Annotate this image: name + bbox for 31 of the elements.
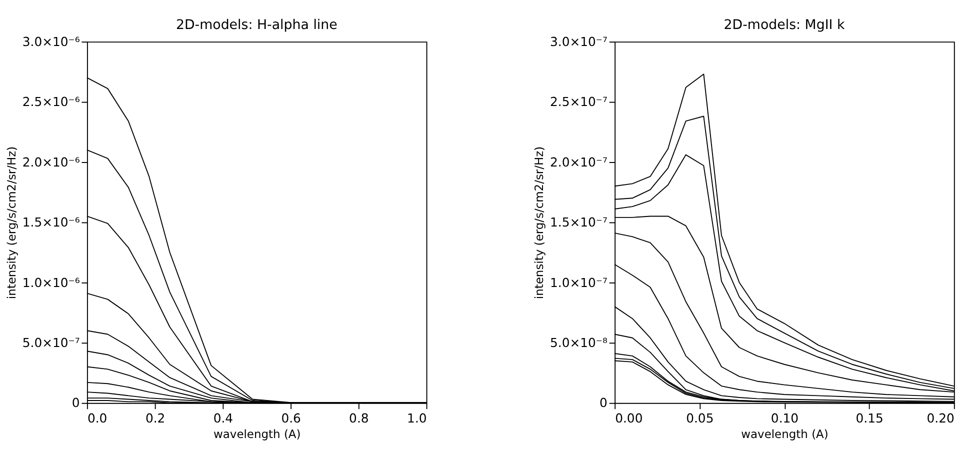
y-tick-label: 1.0×10⁻⁷ (550, 274, 608, 290)
x-tick-label: 0.10 (770, 410, 799, 426)
y-tick-label: 0 (600, 395, 608, 410)
y-tick-label: 2.0×10⁻⁷ (550, 154, 608, 170)
x-tick-label: 0.00 (615, 410, 643, 426)
y-tick-label: 1.5×10⁻⁷ (550, 214, 608, 230)
y-tick-label: 3.0×10⁻⁷ (550, 34, 608, 49)
x-tick-label: 1.0 (407, 410, 427, 426)
chart-title: 2D-models: MgII k (724, 18, 845, 34)
y-tick-label: 2.5×10⁻⁷ (550, 94, 608, 110)
x-tick-label: 0.2 (145, 410, 166, 426)
y-tick-label: 5.0×10⁻⁷ (22, 334, 80, 350)
y-axis-title: intensity (erg/s/cm2/sr/Hz) (4, 146, 19, 300)
y-tick-label: 0 (72, 395, 80, 410)
x-axis-title: wavelength (A) (213, 426, 301, 441)
y-tick-label: 5.0×10⁻⁸ (550, 334, 608, 350)
x-axis-title: wavelength (A) (741, 426, 828, 441)
x-tick-label: 0.15 (856, 410, 884, 426)
x-tick-label: 0.6 (281, 410, 302, 426)
y-tick-label: 1.5×10⁻⁶ (22, 214, 80, 230)
x-tick-label: 0.8 (349, 410, 369, 426)
x-tick-label: 0.20 (926, 410, 955, 426)
y-tick-label: 3.0×10⁻⁶ (22, 34, 80, 49)
y-tick-label: 1.0×10⁻⁶ (22, 274, 80, 290)
y-tick-label: 2.5×10⁻⁶ (22, 94, 80, 110)
x-tick-label: 0.4 (213, 410, 234, 426)
x-tick-label: 0.0 (87, 410, 108, 426)
chart-title: 2D-models: H-alpha line (176, 18, 338, 34)
y-tick-label: 2.0×10⁻⁶ (22, 154, 80, 170)
y-axis-title: intensity (erg/s/cm2/sr/Hz) (532, 146, 546, 300)
x-tick-label: 0.05 (686, 410, 714, 426)
